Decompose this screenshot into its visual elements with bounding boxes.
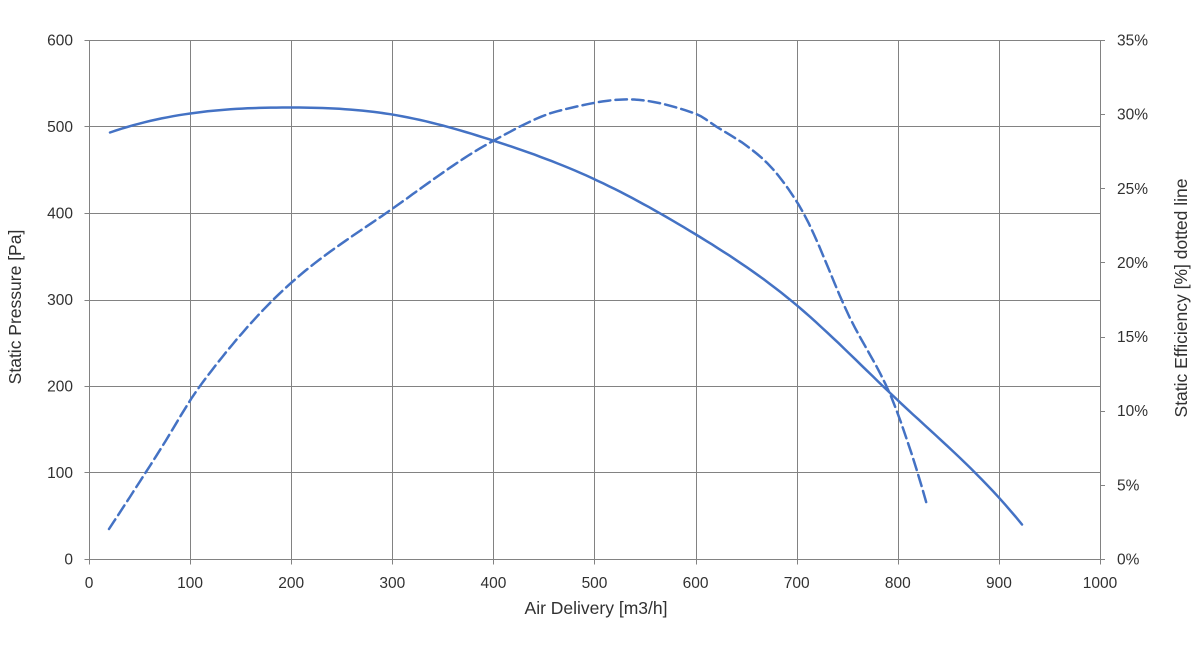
svg-text:600: 600 [683, 575, 709, 592]
svg-text:Static Pressure [Pa]: Static Pressure [Pa] [5, 230, 25, 385]
svg-text:800: 800 [885, 575, 911, 592]
svg-text:25%: 25% [1117, 181, 1148, 198]
svg-text:100: 100 [47, 465, 73, 482]
svg-text:900: 900 [986, 575, 1012, 592]
svg-text:5%: 5% [1117, 477, 1140, 494]
svg-text:300: 300 [379, 575, 405, 592]
svg-text:Air Delivery [m3/h]: Air Delivery [m3/h] [525, 598, 668, 618]
svg-text:300: 300 [47, 292, 73, 309]
svg-text:600: 600 [47, 33, 73, 50]
svg-text:0%: 0% [1117, 552, 1140, 569]
svg-text:10%: 10% [1117, 403, 1148, 420]
svg-text:400: 400 [480, 575, 506, 592]
svg-text:400: 400 [47, 206, 73, 223]
svg-text:200: 200 [47, 379, 73, 396]
svg-text:35%: 35% [1117, 33, 1148, 50]
svg-text:1000: 1000 [1083, 575, 1118, 592]
svg-text:200: 200 [278, 575, 304, 592]
svg-text:0: 0 [64, 552, 73, 569]
svg-text:15%: 15% [1117, 329, 1148, 346]
svg-text:30%: 30% [1117, 107, 1148, 124]
svg-text:500: 500 [582, 575, 608, 592]
svg-text:20%: 20% [1117, 255, 1148, 272]
svg-text:700: 700 [784, 575, 810, 592]
svg-text:100: 100 [177, 575, 203, 592]
svg-text:500: 500 [47, 119, 73, 136]
svg-text:0: 0 [85, 575, 94, 592]
svg-text:Static Efficiency [%] dotted l: Static Efficiency [%] dotted line [1171, 179, 1191, 418]
